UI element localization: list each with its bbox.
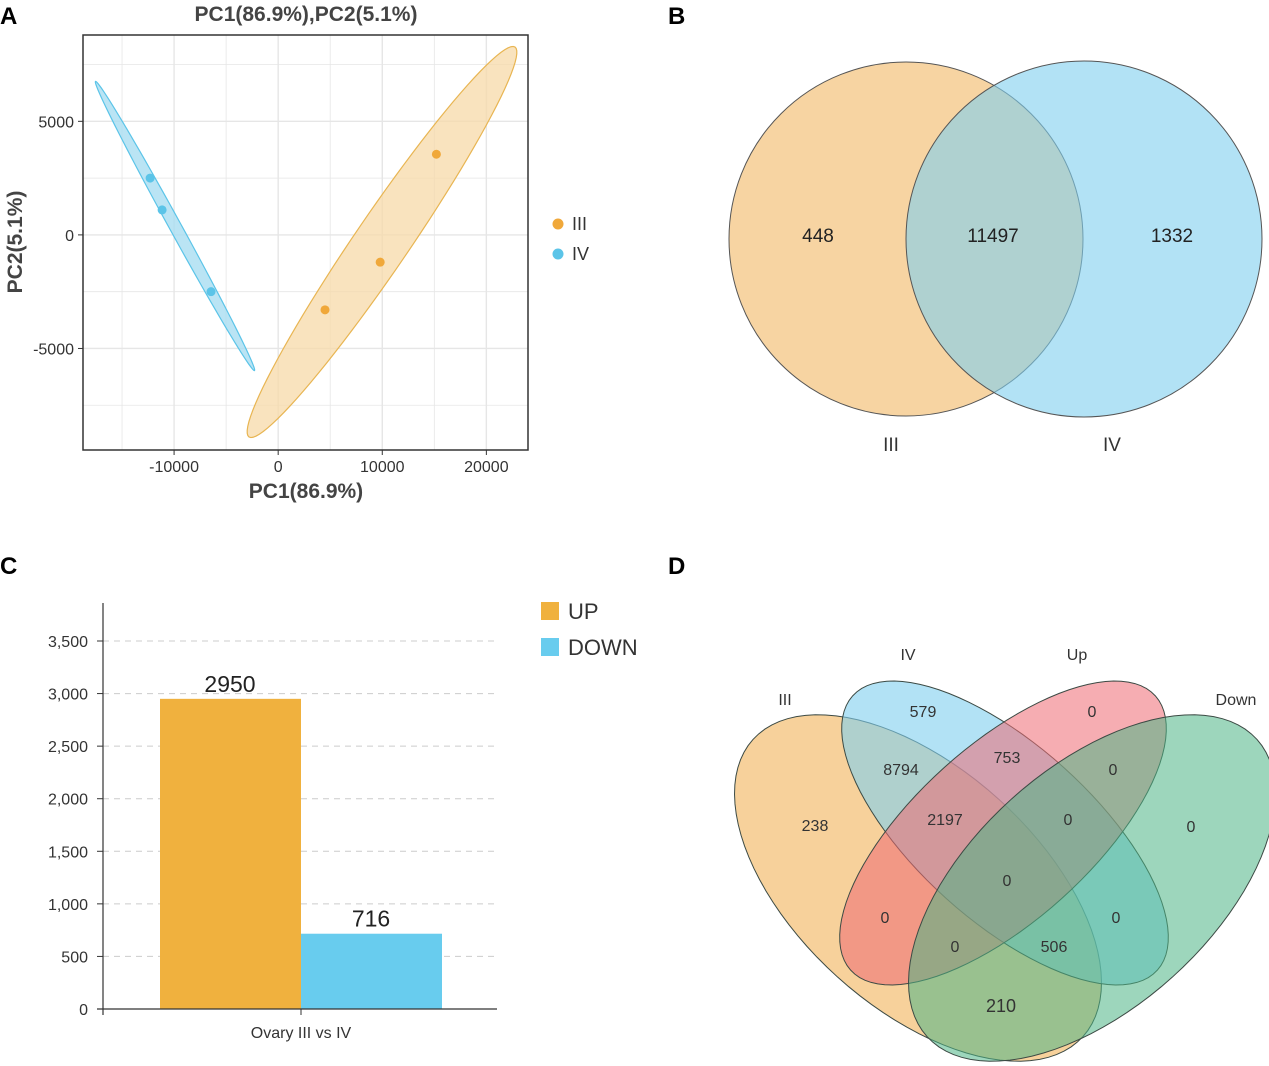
venn-d-region: 0 [1187, 819, 1196, 836]
bar-y-tick-label: 3,000 [48, 687, 88, 704]
venn-two-set: 448 11497 1332 III IV [728, 60, 1263, 456]
bar-y-tick-label: 2,500 [48, 739, 88, 756]
legend-label-down: DOWN [568, 635, 638, 660]
venn-b-overlap: 11497 [967, 226, 1018, 247]
venn-b-label-IV: IV [1103, 435, 1121, 456]
venn-b-label-III: III [883, 435, 899, 456]
pca-xlabel: PC1(86.9%) [249, 480, 363, 503]
pca-point-IV [157, 205, 167, 215]
pca-y-tick-label: 5000 [38, 114, 74, 131]
legend-marker-III [552, 218, 564, 230]
pca-point-III [320, 305, 330, 315]
venn-d-region: 0 [1003, 873, 1012, 890]
legend-marker-IV [552, 248, 564, 260]
venn-d-region: 506 [1041, 939, 1068, 956]
venn-d-region: 0 [881, 910, 890, 927]
legend-label-IV: IV [572, 244, 589, 264]
panel-label-a: A [0, 3, 17, 30]
pca-ylabel: PC2(5.1%) [4, 191, 27, 294]
legend-swatch-up [541, 602, 559, 620]
pca-plot: PC1(86.9%),PC2(5.1%) -10000 0 10000 20000 50… [4, 3, 589, 503]
pca-x-tick-label: 20000 [464, 459, 509, 476]
venn-d-set-down: Down [1216, 692, 1257, 709]
bar-value-label: 716 [352, 906, 390, 932]
venn-d-region: 210 [986, 996, 1016, 1016]
panel-label-b: B [668, 3, 685, 30]
legend-label-III: III [572, 214, 587, 234]
pca-point-III [431, 149, 441, 159]
panel-label-d: D [668, 553, 685, 580]
legend-swatch-down [541, 638, 559, 656]
venn-four-set [734, 680, 1269, 1062]
venn-d-region: 579 [910, 704, 937, 721]
bar-y-tick-label: 3,500 [48, 634, 88, 651]
venn-d-set-up: Up [1067, 647, 1088, 664]
venn-d-region: 8794 [883, 762, 919, 779]
bar-up [160, 698, 301, 1009]
ellipse-III [246, 45, 518, 439]
venn-d-region: 0 [1064, 812, 1073, 829]
pca-title: PC1(86.9%),PC2(5.1%) [195, 3, 418, 26]
venn-d-set-III: III [778, 692, 791, 709]
venn-d-region: 0 [1088, 704, 1097, 721]
venn-ellipse-down [908, 714, 1269, 1062]
pca-x-tick-label: -10000 [149, 459, 199, 476]
bar-y-tick-label: 0 [79, 1002, 88, 1019]
venn-b-IV-only: 1332 [1151, 226, 1193, 247]
ellipse-IV [94, 80, 256, 372]
pca-point-IV [145, 173, 155, 183]
pca-x-tick-label: 10000 [360, 459, 405, 476]
bar-x-category: Ovary III vs IV [251, 1025, 352, 1042]
pca-y-tick-label: -5000 [33, 341, 74, 358]
panel-label-c: C [0, 553, 17, 580]
pca-x-tick-label: 0 [274, 459, 283, 476]
venn-circle-IV [905, 60, 1263, 418]
venn-d-region: 238 [802, 818, 829, 835]
venn-d-region: 0 [1112, 910, 1121, 927]
bar-down [301, 933, 442, 1009]
bar-y-tick-label: 1,000 [48, 897, 88, 914]
venn-d-labels: III IV Up Down 579 0 238 0 8794 753 0 21… [778, 647, 1256, 1016]
venn-d-region: 0 [951, 939, 960, 956]
venn-b-III-only: 448 [802, 226, 834, 247]
bar-y-tick-label: 2,000 [48, 792, 88, 809]
bar-y-tick-label: 1,500 [48, 844, 88, 861]
venn-d-set-IV: IV [900, 647, 915, 664]
venn-d-region: 0 [1109, 762, 1118, 779]
pca-frame [82, 34, 529, 451]
bar-y-tick-label: 500 [61, 949, 88, 966]
pca-point-IV [206, 287, 216, 297]
venn-d-region: 2197 [927, 812, 963, 829]
bar-value-label: 2950 [204, 671, 255, 697]
pca-point-III [375, 257, 385, 267]
legend-label-up: UP [568, 599, 599, 624]
bar-chart: 0 500 1,000 1,500 2,000 2,500 3,000 3,500 2950 7… [48, 599, 638, 1042]
venn-d-region: 753 [994, 750, 1021, 767]
pca-y-tick-label: 0 [65, 228, 74, 245]
